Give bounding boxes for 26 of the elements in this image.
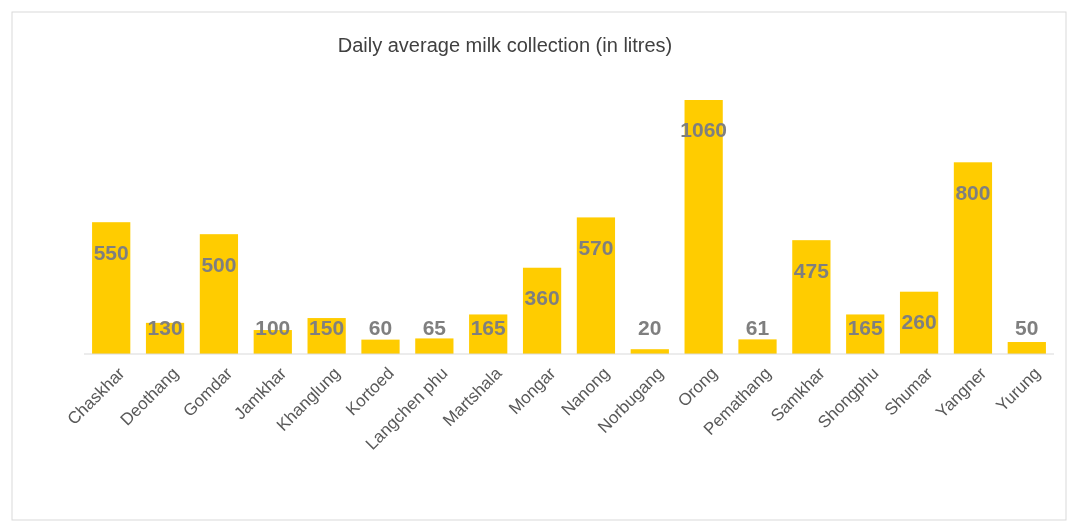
- data-label: 165: [470, 316, 507, 340]
- data-label: 20: [638, 316, 662, 340]
- bar: [792, 240, 831, 354]
- bar: [92, 222, 131, 354]
- data-label: 475: [793, 258, 830, 282]
- bar: [199, 234, 239, 354]
- bar: [953, 162, 993, 354]
- bar: [415, 338, 454, 354]
- data-label: 130: [147, 316, 183, 340]
- data-label: 50: [1015, 316, 1039, 340]
- bar: [1007, 342, 1046, 354]
- data-label: 150: [309, 316, 345, 340]
- data-label: 61: [745, 316, 770, 340]
- data-label: 360: [524, 286, 560, 310]
- data-label: 65: [422, 316, 447, 340]
- data-label: 60: [368, 316, 393, 340]
- data-label: 570: [578, 235, 614, 259]
- bar: [361, 339, 400, 354]
- bar: [738, 339, 777, 354]
- data-label: 500: [201, 252, 237, 276]
- data-label: 165: [847, 316, 884, 340]
- data-label: 800: [955, 180, 991, 204]
- bar: [576, 217, 616, 354]
- data-label: 550: [93, 240, 129, 264]
- chart-title: Daily average milk collection (in litres): [337, 34, 673, 56]
- data-label: 260: [901, 310, 937, 334]
